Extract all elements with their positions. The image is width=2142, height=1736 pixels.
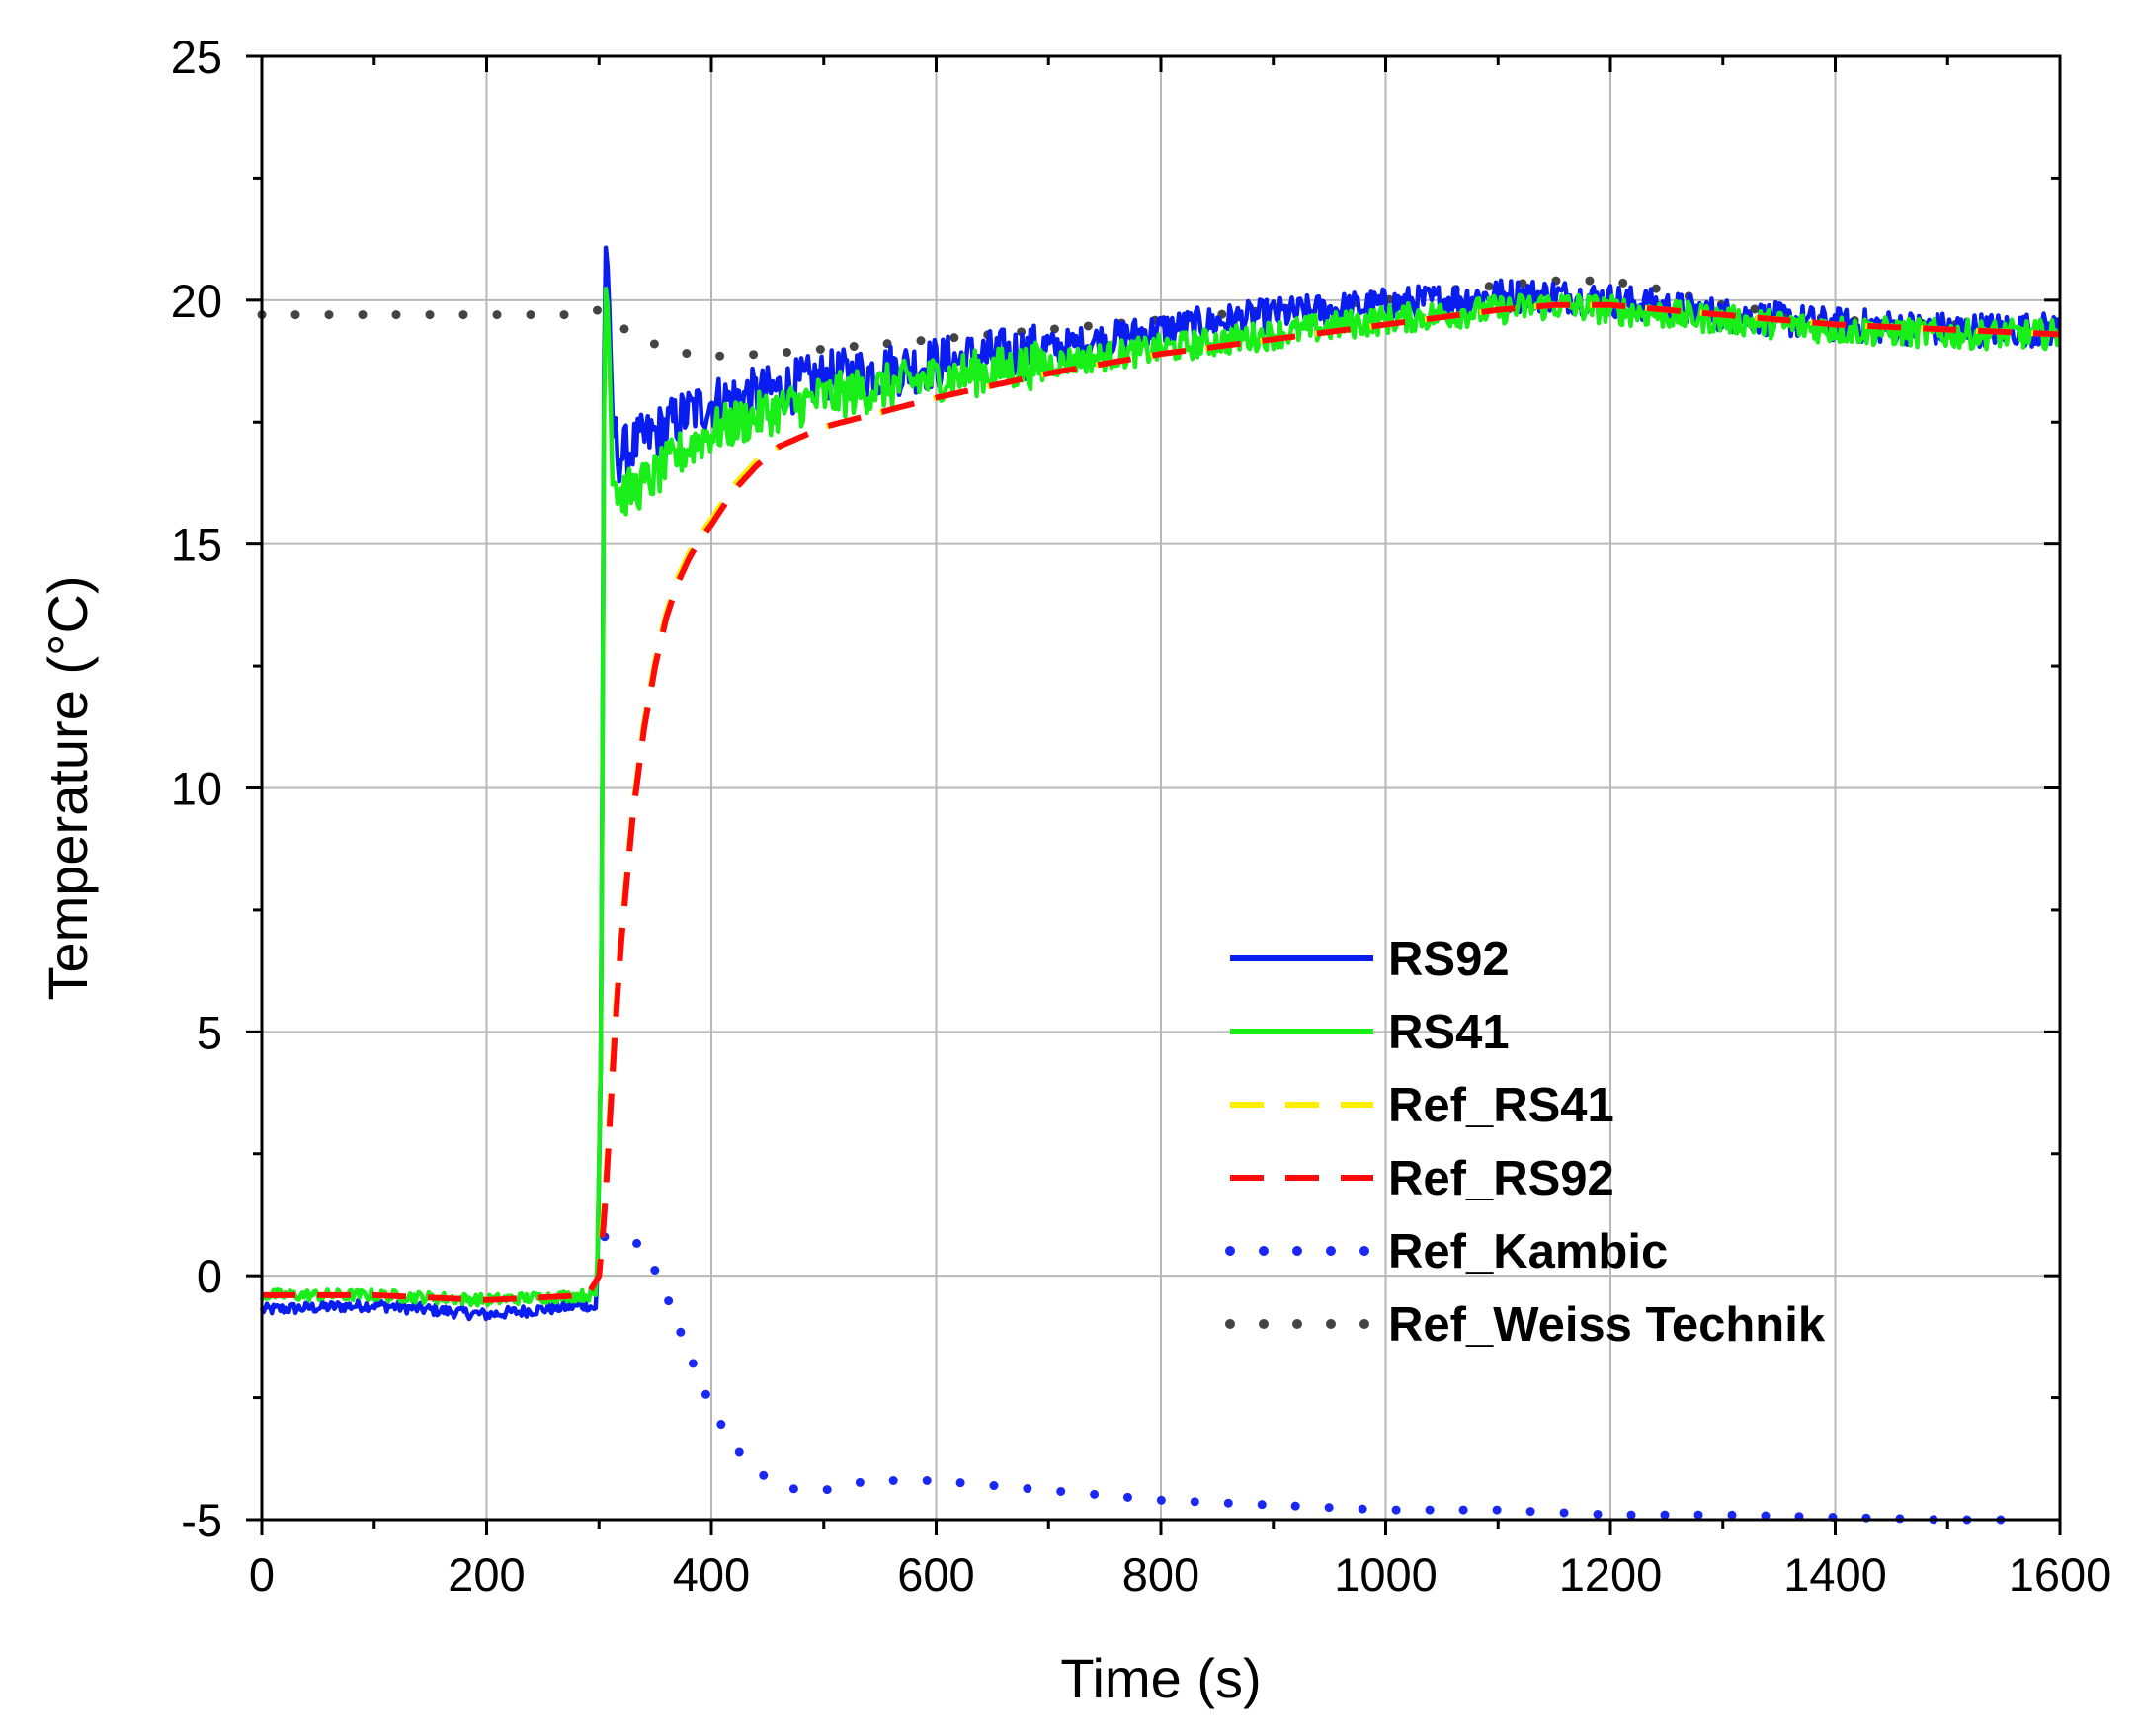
x-tick-label: 800 [1122,1548,1199,1601]
legend: RS92 RS41 Ref_RS41 Ref_RS92 Ref_Kambic Ref_We… [1225,933,1826,1352]
legend-label-ref-kambic: Ref_Kambic [1388,1225,1668,1279]
x-tick-label: 1200 [1559,1548,1663,1601]
legend-label-ref-rs92: Ref_RS92 [1388,1152,1614,1205]
axis-ticks [246,54,2062,1535]
x-axis-title: Time (s) [1060,1647,1261,1709]
x-tick-labels: 0 200 400 600 800 1000 1200 1400 1600 [249,1548,2111,1601]
y-tick-labels: -5 0 5 10 15 20 25 [171,31,222,1546]
y-axis-title: Temperature (°C) [37,575,99,1000]
x-tick-label: 200 [448,1548,525,1601]
legend-label-ref-rs41: Ref_RS41 [1388,1079,1614,1132]
y-tick-label: 15 [171,519,222,571]
legend-label-rs41: RS41 [1388,1006,1510,1059]
y-tick-label: 20 [171,275,222,327]
legend-label-rs92: RS92 [1388,933,1510,986]
y-tick-label: 0 [197,1250,222,1302]
data-series [257,245,2061,1525]
series-line-ref-kambic [600,1232,2018,1525]
legend-label-ref-weiss-technik: Ref_Weiss Technik [1388,1298,1826,1352]
x-tick-label: 1000 [1334,1548,1438,1601]
x-tick-label: 600 [897,1548,974,1601]
x-tick-label: 1400 [1783,1548,1887,1601]
series-line-ref-rs92 [261,301,2061,1303]
y-tick-label: -5 [181,1494,222,1546]
x-tick-label: 0 [249,1548,275,1601]
y-tick-label: 5 [197,1006,222,1058]
y-tick-label: 25 [171,31,222,83]
x-tick-label: 1600 [2009,1548,2112,1601]
y-tick-label: 10 [171,763,222,815]
x-tick-label: 400 [673,1548,750,1601]
